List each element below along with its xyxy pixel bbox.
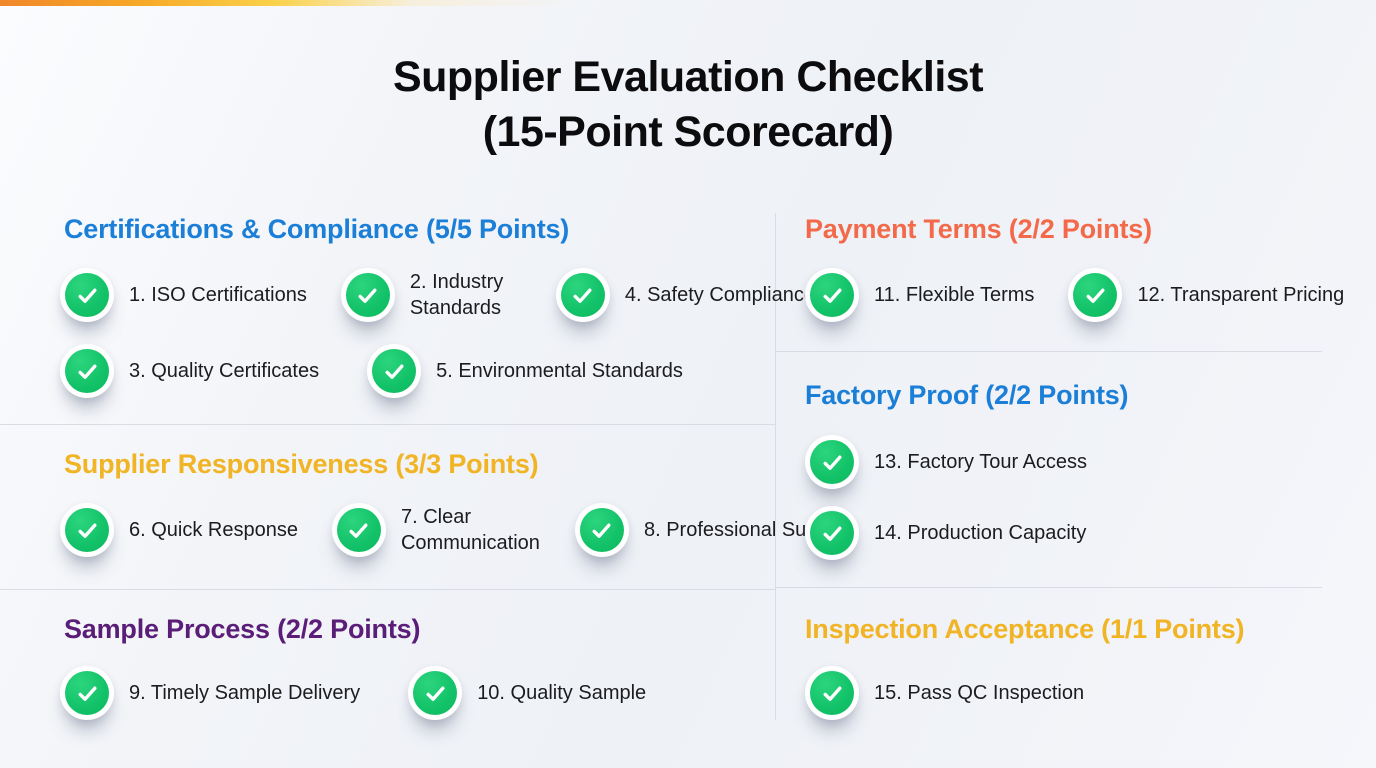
checklist-item-label: 11. Flexible Terms	[874, 284, 1035, 306]
checklist-item: 2. Industry Standards	[340, 268, 522, 322]
check-icon	[1068, 268, 1123, 322]
check-icon	[408, 666, 463, 720]
checklist-item: 5. Environmental Standards	[367, 344, 683, 398]
checklist-item: 8. Professional Support	[574, 503, 852, 557]
checklist-item-label: 6. Quick Response	[129, 519, 298, 541]
section-heading-payment: Payment Terms (2/2 Points)	[805, 214, 1152, 244]
check-icon	[805, 506, 859, 560]
inspection-row: 15. Pass QC Inspection	[805, 666, 1084, 720]
checklist-item: 4. Safety Compliance	[555, 268, 815, 322]
checklist-item-label: 4. Safety Compliance	[624, 284, 815, 306]
checklist-item-label: 1. ISO Certifications	[129, 284, 307, 306]
checklist-item-label: 12. Transparent Pricing	[1137, 284, 1345, 306]
page-title-line2: (15-Point Scorecard)	[482, 108, 894, 157]
factory-row-1: 13. Factory Tour Access	[805, 435, 1087, 489]
check-icon	[805, 666, 859, 720]
check-icon	[367, 344, 422, 398]
checklist-item-label: 5. Environmental Standards	[436, 360, 683, 382]
top-accent-bar	[0, 0, 1376, 6]
checklist-item-label: 9. Timely Sample Delivery	[129, 682, 361, 704]
checklist-item-label: 3. Quality Certificates	[129, 360, 320, 382]
checklist-item-label: 2. Industry Standards	[409, 271, 504, 319]
checklist-item-label: 13. Factory Tour Access	[874, 451, 1088, 473]
checklist-item: 3. Quality Certificates	[60, 344, 319, 398]
checklist-item: 13. Factory Tour Access	[805, 435, 1087, 489]
payment-row: 11. Flexible Terms 12. Transparent Prici…	[805, 268, 1344, 322]
section-heading-factory: Factory Proof (2/2 Points)	[805, 380, 1129, 410]
check-icon	[574, 503, 629, 557]
certifications-row-2: 3. Quality Certificates 5. Environmental…	[60, 344, 683, 398]
check-icon	[60, 268, 114, 322]
checklist-item-label: 10. Quality Sample	[477, 682, 647, 704]
checklist-item: 14. Production Capacity	[805, 506, 1086, 560]
checklist-item-label: 8. Professional Support	[643, 519, 852, 541]
page-title: Supplier Evaluation Checklist (15-Point …	[0, 50, 1376, 160]
page-title-line1: Supplier Evaluation Checklist	[392, 53, 984, 101]
section-heading-responsiveness: Supplier Responsiveness (3/3 Points)	[64, 449, 539, 479]
section-heading-sample: Sample Process (2/2 Points)	[64, 614, 421, 644]
checklist-item: 10. Quality Sample	[408, 666, 646, 720]
vertical-divider	[775, 213, 776, 720]
section-heading-inspection: Inspection Acceptance (1/1 Points)	[805, 614, 1245, 644]
section-heading-certifications: Certifications & Compliance (5/5 Points)	[64, 214, 570, 244]
checklist-item-label: 7. Clear Communication	[400, 506, 540, 554]
factory-row-2: 14. Production Capacity	[805, 506, 1086, 560]
checklist-item: 1. ISO Certifications	[60, 268, 307, 322]
check-icon	[60, 503, 114, 557]
check-icon	[805, 268, 859, 322]
horizontal-divider-left-1	[0, 424, 775, 425]
checklist-item: 12. Transparent Pricing	[1068, 268, 1344, 322]
check-icon	[340, 268, 395, 322]
checklist-item-label: 14. Production Capacity	[874, 522, 1087, 544]
check-icon	[60, 666, 114, 720]
checklist-item-label: 15. Pass QC Inspection	[874, 682, 1085, 704]
check-icon	[60, 344, 114, 398]
check-icon	[805, 435, 859, 489]
horizontal-divider-right-1	[776, 351, 1322, 352]
checklist-item: 7. Clear Communication	[331, 503, 541, 557]
checklist-item: 6. Quick Response	[60, 503, 298, 557]
horizontal-divider-left-2	[0, 589, 775, 590]
responsiveness-row: 6. Quick Response 7. Clear Communication…	[60, 503, 852, 557]
certifications-row-1: 1. ISO Certifications 2. Industry Standa…	[60, 268, 815, 322]
horizontal-divider-right-2	[776, 587, 1322, 588]
sample-row: 9. Timely Sample Delivery 10. Quality Sa…	[60, 666, 646, 720]
checklist-item: 11. Flexible Terms	[805, 268, 1034, 322]
checklist-item: 9. Timely Sample Delivery	[60, 666, 360, 720]
check-icon	[331, 503, 386, 557]
checklist-item: 15. Pass QC Inspection	[805, 666, 1084, 720]
check-icon	[555, 268, 610, 322]
